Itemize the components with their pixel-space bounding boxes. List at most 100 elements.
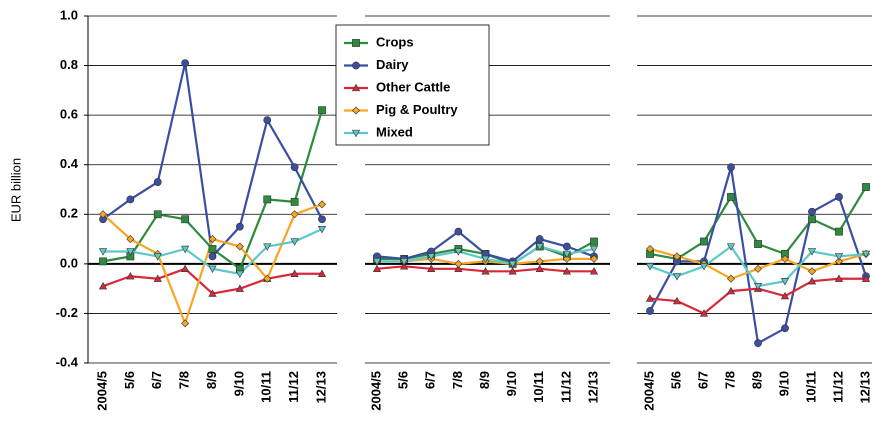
- marker: [562, 254, 571, 263]
- marker: [861, 274, 871, 282]
- marker: [508, 267, 517, 275]
- x-tick-label: 10/11: [803, 371, 818, 403]
- x-tick-label: 7/8: [450, 371, 465, 389]
- marker: [400, 262, 409, 270]
- marker: [727, 163, 735, 172]
- y-tick-label: 0.8: [60, 57, 78, 72]
- marker: [290, 163, 299, 172]
- marker: [181, 264, 190, 272]
- marker: [318, 106, 326, 115]
- y-tick-label: 0.4: [60, 156, 79, 171]
- legend-label: Pig & Poultry: [376, 102, 458, 117]
- marker: [535, 243, 544, 251]
- marker: [126, 195, 135, 204]
- marker: [861, 250, 871, 259]
- marker: [290, 269, 299, 277]
- x-tick-label: 11/12: [558, 371, 573, 403]
- marker: [235, 284, 244, 292]
- marker: [208, 289, 217, 297]
- x-tick-label: 5/6: [668, 371, 683, 389]
- legend-label: Other Cattle: [376, 79, 450, 94]
- marker: [835, 227, 843, 236]
- marker: [726, 243, 736, 251]
- legend-label: Dairy: [376, 57, 409, 72]
- marker: [834, 274, 844, 282]
- y-tick-label: 0.0: [60, 255, 78, 270]
- marker: [562, 267, 571, 275]
- marker: [645, 294, 655, 302]
- x-tick-label: 7/8: [722, 371, 737, 389]
- marker: [454, 227, 463, 236]
- marker: [153, 210, 162, 219]
- marker: [181, 319, 190, 328]
- marker: [454, 259, 463, 268]
- marker: [834, 257, 844, 266]
- legend-label: Mixed: [376, 124, 413, 139]
- x-tick-label: 2004/5: [368, 371, 383, 411]
- marker: [454, 248, 463, 256]
- marker: [562, 242, 571, 251]
- y-tick-label: 1.0: [60, 7, 78, 22]
- marker: [372, 264, 382, 272]
- x-tick-label: 9/10: [231, 371, 246, 396]
- marker: [318, 215, 326, 224]
- marker: [181, 245, 190, 254]
- marker: [780, 254, 790, 263]
- x-tick-label: 5/6: [396, 371, 411, 389]
- legend-label: Crops: [376, 34, 414, 49]
- y-axis-label: EUR billion: [8, 158, 23, 222]
- y-tick-label: -0.2: [56, 305, 78, 320]
- marker: [126, 248, 135, 256]
- x-tick-label: 2004/5: [94, 371, 109, 411]
- marker: [454, 264, 463, 272]
- x-tick-label: 2004/5: [641, 371, 656, 411]
- marker: [352, 39, 360, 47]
- x-tick-label: 11/12: [830, 371, 845, 403]
- marker: [727, 193, 735, 201]
- x-tick-label: 12/13: [313, 371, 328, 404]
- marker: [535, 264, 544, 272]
- marker: [590, 237, 598, 246]
- marker: [781, 324, 789, 333]
- series-line: [102, 109, 324, 271]
- marker: [699, 309, 709, 317]
- marker: [126, 272, 135, 280]
- marker: [317, 225, 327, 234]
- x-tick-label: 6/7: [695, 371, 710, 389]
- y-tick-label: -0.4: [56, 354, 79, 369]
- marker: [726, 274, 736, 283]
- x-tick-label: 8/9: [477, 371, 492, 389]
- marker: [807, 267, 817, 276]
- marker: [753, 264, 763, 273]
- x-tick-label: 11/12: [286, 371, 301, 403]
- marker: [726, 286, 736, 295]
- marker: [208, 252, 217, 261]
- marker: [351, 106, 361, 115]
- marker: [780, 291, 790, 300]
- marker: [645, 263, 655, 271]
- marker: [290, 238, 299, 246]
- marker: [672, 273, 682, 281]
- marker: [481, 267, 490, 275]
- marker: [862, 183, 870, 191]
- marker: [700, 237, 708, 246]
- marker: [352, 61, 360, 70]
- marker: [835, 193, 843, 201]
- marker: [99, 257, 107, 266]
- marker: [317, 200, 327, 209]
- x-tick-label: 10/11: [259, 371, 274, 403]
- x-tick-label: 9/10: [776, 371, 791, 396]
- marker: [317, 269, 327, 277]
- marker: [263, 274, 272, 283]
- marker: [508, 260, 517, 269]
- legend-box: [335, 24, 490, 146]
- x-tick-label: 6/7: [423, 371, 438, 389]
- x-tick-label: 7/8: [177, 371, 192, 389]
- x-tick-label: 5/6: [122, 371, 137, 389]
- x-tick-label: 12/13: [585, 371, 600, 404]
- marker: [427, 253, 436, 261]
- x-tick-label: 12/13: [857, 371, 872, 404]
- marker: [535, 257, 544, 266]
- marker: [181, 59, 190, 67]
